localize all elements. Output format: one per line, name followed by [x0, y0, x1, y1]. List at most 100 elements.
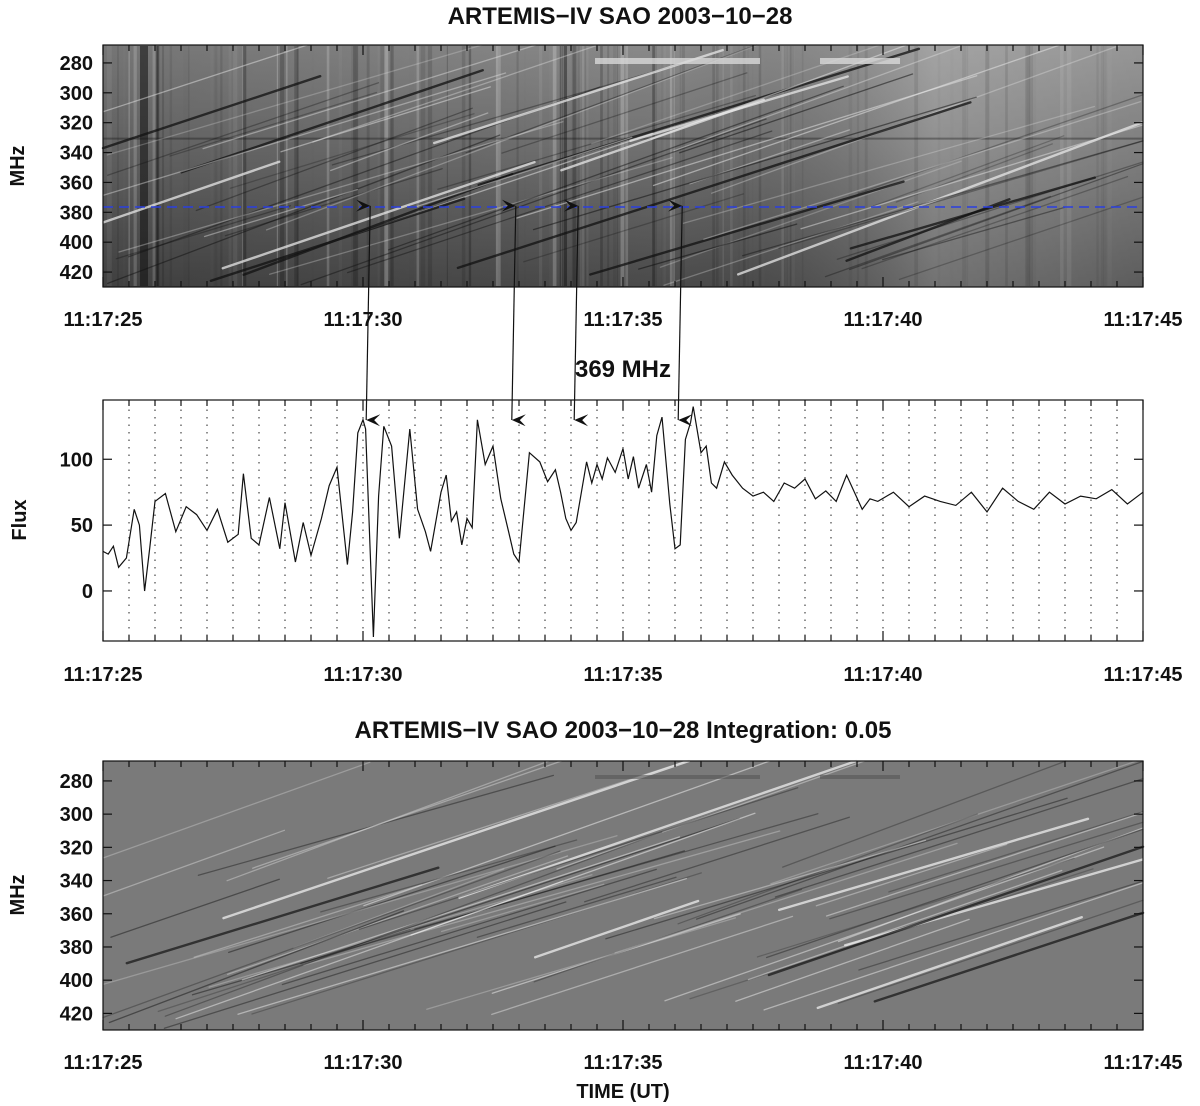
spectrogram-band	[671, 46, 675, 286]
fiber-burst	[737, 120, 1145, 276]
fiber-burst	[703, 100, 1142, 240]
spectrogram-band	[715, 46, 719, 286]
spectrogram-band	[498, 46, 500, 286]
spectrogram-band	[966, 46, 969, 286]
spectrogram-band	[1066, 46, 1072, 286]
spectrogram-band	[730, 46, 733, 286]
fiber-burst	[193, 884, 423, 958]
x-tick-label: 11:17:35	[584, 309, 663, 331]
fiber-burst	[895, 143, 1053, 203]
fiber-burst	[107, 82, 380, 176]
x-tick-label: 11:17:45	[1104, 1052, 1183, 1074]
panel3-dark-strip-2	[820, 775, 900, 779]
spectrogram-band	[1060, 46, 1064, 286]
fiber-burst	[102, 72, 507, 197]
spectrogram-band	[914, 46, 919, 286]
fiber-burst	[115, 205, 292, 260]
spectrogram-band	[420, 46, 426, 286]
x-tick-label: 11:17:30	[324, 309, 403, 331]
fiber-burst	[491, 913, 741, 994]
fiber-burst	[815, 843, 1008, 907]
panel1-bright-strip-2	[820, 58, 900, 64]
x-tick-label: 11:17:45	[1104, 309, 1183, 331]
fiber-burst	[849, 163, 1144, 271]
spectrogram-band	[1100, 46, 1104, 286]
spectrogram-band	[116, 46, 119, 286]
spectrogram-band	[235, 46, 239, 286]
spectrogram-band	[495, 46, 501, 286]
spectrogram-band	[579, 46, 585, 286]
spectrogram-band	[133, 46, 137, 286]
x-tick-label: 11:17:25	[64, 664, 143, 686]
spectrogram-band	[1103, 46, 1107, 286]
spectrogram-band	[738, 46, 741, 286]
spectrogram-band	[801, 46, 804, 286]
spectrogram-band	[712, 46, 715, 286]
fiber-burst	[501, 72, 748, 154]
fiber-burst	[300, 817, 740, 965]
y-tick-label: 300	[60, 804, 93, 826]
fiber-burst	[800, 124, 1144, 230]
spectrogram-band	[296, 46, 300, 286]
fiber-burst	[533, 888, 803, 983]
fiber-burst	[293, 868, 505, 949]
fiber-burst	[303, 830, 781, 966]
fiber-burst	[861, 175, 1129, 270]
spectrogram-band	[652, 46, 655, 286]
spectrogram-band	[613, 46, 617, 286]
spectrogram-band	[106, 46, 112, 286]
panel3-title: ARTEMIS−IV SAO 2003−10−28 Integration: 0…	[355, 717, 892, 744]
spectrogram-band	[784, 46, 785, 286]
fiber-burst	[491, 915, 794, 1016]
fiber-burst	[191, 850, 686, 996]
fiber-burst	[673, 44, 964, 152]
fiber-burst	[227, 855, 569, 975]
x-tick-label: 11:17:35	[584, 1052, 663, 1074]
fiber-burst	[556, 760, 866, 870]
spectrogram-band	[187, 46, 190, 286]
fiber-burst	[614, 842, 958, 954]
spectrogram-band	[461, 46, 466, 286]
x-tick-label: 11:17:25	[64, 309, 143, 331]
x-tick-label: 11:17:40	[844, 1052, 923, 1074]
fiber-burst	[767, 845, 1145, 977]
spectrogram-band	[848, 46, 853, 286]
y-tick-label: 320	[60, 837, 93, 859]
fiber-burst	[523, 193, 745, 263]
fiber-burst	[195, 107, 473, 212]
panel2-ylabel: Flux	[9, 499, 31, 540]
fiber-burst	[118, 121, 564, 253]
spectrogram-band	[563, 46, 568, 286]
y-tick-label: 400	[60, 970, 93, 992]
fiber-burst	[312, 44, 599, 143]
fiber-burst	[180, 68, 484, 174]
fiber-burst	[782, 760, 1067, 868]
y-tick-label: 280	[60, 771, 93, 793]
y-tick-label: 360	[60, 904, 93, 926]
spectrogram-band	[162, 46, 165, 286]
fiber-burst	[209, 197, 466, 282]
spectrogram-band	[276, 46, 278, 286]
fiber-burst	[837, 899, 1144, 1004]
spectrogram-band	[279, 46, 285, 286]
fiber-burst	[110, 878, 280, 938]
spectrogram-band	[652, 46, 657, 286]
fiber-burst	[433, 48, 724, 145]
fiber-burst	[108, 910, 405, 1024]
spectrogram-band	[758, 46, 762, 286]
panel1-bright-strip-1	[595, 58, 760, 64]
panel3-ylabel: MHz	[7, 874, 29, 915]
burst-arrow	[356, 199, 381, 427]
fiber-burst	[589, 180, 905, 276]
x-tick-label: 11:17:25	[64, 1052, 143, 1074]
spectrogram-band	[563, 46, 567, 286]
fiber-burst	[765, 828, 1144, 959]
y-tick-label: 380	[60, 937, 93, 959]
panel2-flux-line	[102, 406, 1144, 638]
fiber-burst	[747, 869, 1063, 981]
spectrogram-band	[1029, 46, 1034, 286]
panel3-spectrogram	[102, 759, 1145, 1030]
y-tick-label: 420	[60, 1003, 93, 1025]
fiber-burst	[677, 813, 978, 925]
